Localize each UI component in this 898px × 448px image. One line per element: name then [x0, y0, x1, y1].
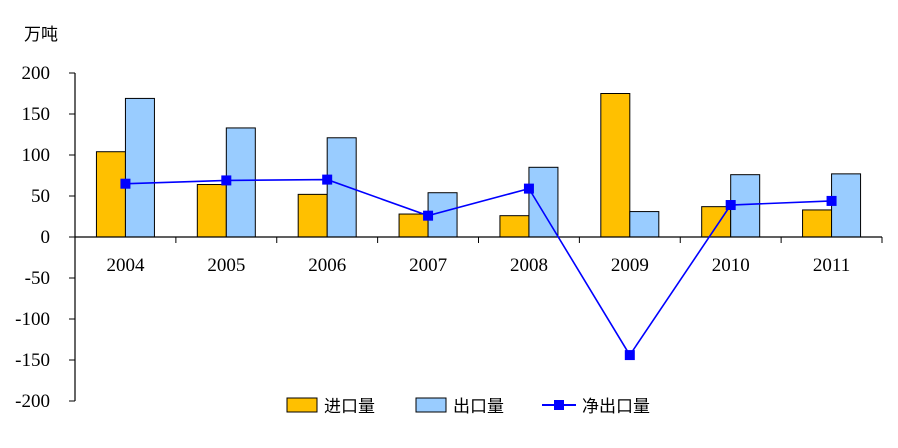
net-export-point	[322, 174, 333, 185]
net-export-point	[120, 178, 131, 189]
x-axis-labels: 2004 2005 2006 2007 2008 2009 2010 2011	[106, 255, 850, 276]
legend-label-import: 进口量	[324, 397, 375, 417]
y-tick-label: -100	[15, 309, 50, 330]
x-tick-label: 2011	[813, 255, 850, 276]
net-export-polyline	[125, 178, 832, 357]
y-tick-label: -50	[25, 268, 50, 289]
x-tick-label: 2005	[207, 255, 245, 276]
legend-swatch-import	[286, 397, 318, 413]
export-bar	[528, 166, 559, 238]
net-export-point	[423, 210, 434, 221]
x-tick-label: 2008	[510, 255, 548, 276]
y-axis-ticks: 200 150 100 50 0 -50 -100 -150 -200	[15, 63, 75, 412]
import-bar	[196, 184, 227, 238]
import-bar	[600, 93, 631, 238]
legend-marker-net	[554, 400, 564, 410]
bar-series	[95, 93, 862, 238]
y-tick-label: 100	[22, 145, 51, 166]
import-bar	[802, 209, 833, 238]
y-tick-label: 200	[22, 63, 51, 84]
import-bar	[297, 193, 328, 238]
import-bar	[499, 215, 530, 238]
legend-label-net: 净出口量	[582, 397, 650, 417]
net-export-point	[523, 183, 534, 194]
y-tick-label: 50	[31, 186, 50, 207]
legend-swatch-export	[415, 397, 447, 413]
net-export-line	[120, 174, 837, 361]
net-export-point	[826, 195, 837, 206]
x-tick-label: 2007	[409, 255, 447, 276]
export-bar	[124, 97, 155, 238]
y-tick-label: -150	[15, 350, 50, 371]
x-tick-label: 2009	[611, 255, 649, 276]
net-export-point	[624, 350, 635, 361]
legend-label-export: 出口量	[453, 397, 504, 417]
y-tick-label: -200	[15, 391, 50, 412]
x-tick-label: 2004	[106, 255, 145, 276]
axes	[74, 73, 883, 401]
export-bar	[326, 137, 357, 238]
export-bar	[629, 211, 660, 238]
x-tick-label: 2010	[712, 255, 750, 276]
y-tick-label: 0	[41, 227, 51, 248]
import-bar	[95, 151, 126, 238]
net-export-point	[221, 175, 232, 186]
x-tick-label: 2006	[308, 255, 346, 276]
unit-label: 万吨	[24, 25, 58, 45]
legend: 进口量 出口量 净出口量	[286, 397, 650, 417]
net-export-point	[725, 200, 736, 211]
y-tick-label: 150	[22, 104, 51, 125]
